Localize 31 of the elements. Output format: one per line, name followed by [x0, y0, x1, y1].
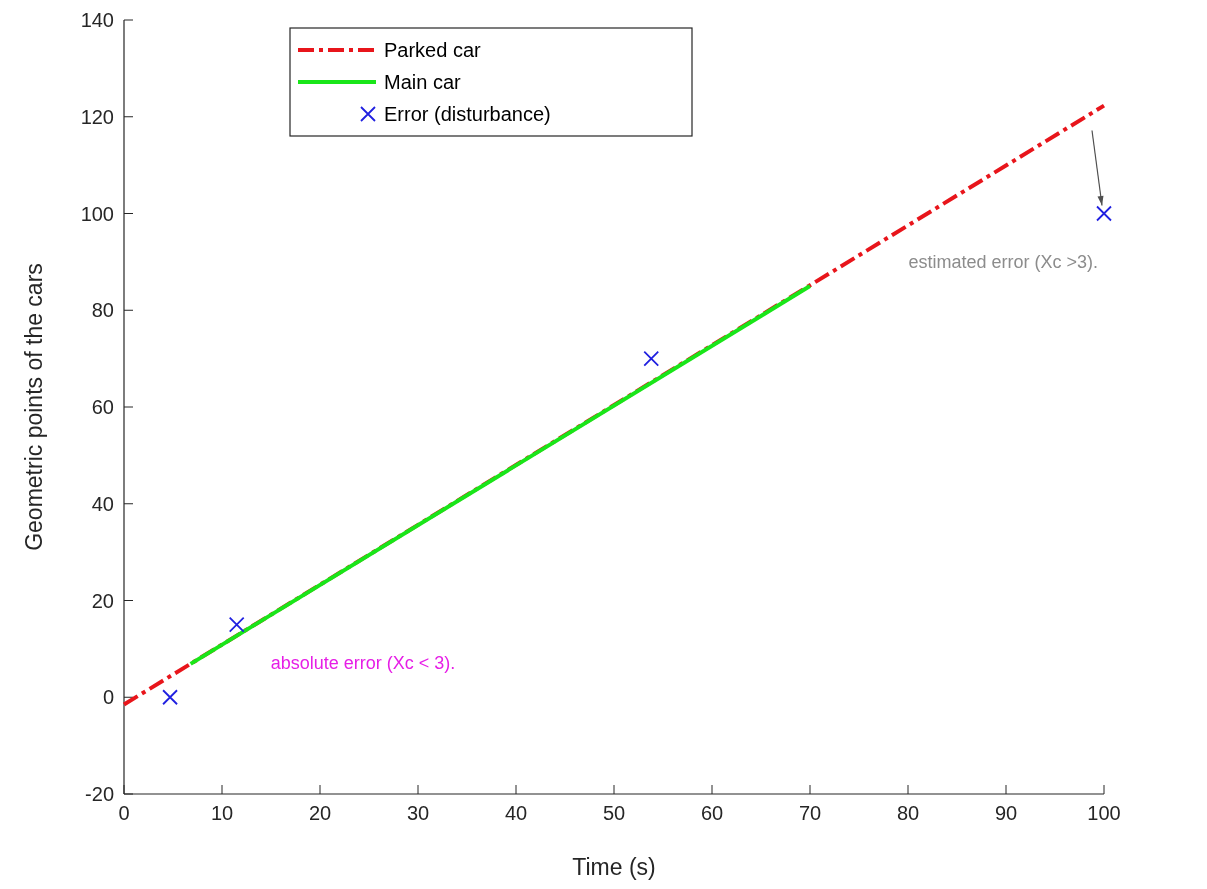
- legend-label: Parked car: [384, 39, 482, 61]
- y-tick-label: 100: [80, 202, 114, 225]
- legend-label: Main car: [384, 71, 462, 93]
- x-tick-label: 20: [308, 802, 332, 824]
- point: [643, 350, 660, 367]
- y-tick-label: 120: [80, 105, 114, 128]
- x-tick-label: 60: [700, 802, 724, 824]
- legend-label: Error (disturbance): [384, 103, 551, 125]
- y-tick-label: 0: [102, 686, 114, 709]
- point: [1096, 205, 1112, 222]
- y-tick-label: 60: [91, 396, 114, 418]
- point: [162, 689, 178, 706]
- x-tick-label: 10: [210, 802, 234, 824]
- point: [228, 616, 245, 633]
- x-tick-label: 90: [994, 802, 1018, 824]
- x-axis-title: Time (s): [572, 854, 656, 880]
- y-tick-label: -20: [85, 783, 114, 805]
- x-tick-label: 70: [798, 802, 822, 824]
- x-tick-label: 0: [118, 802, 130, 824]
- y-tick-label: 20: [91, 589, 114, 612]
- x-tick-label: 80: [896, 802, 920, 824]
- y-tick-label: 140: [80, 9, 114, 31]
- x-tick-label: 30: [406, 802, 430, 824]
- x-tick-label: 50: [602, 802, 626, 824]
- y-tick-label: 80: [91, 299, 114, 322]
- x-tick-label: 40: [504, 802, 528, 824]
- y-tick-label: 40: [91, 492, 114, 515]
- annotation: absolute error (Xc < 3).: [270, 652, 456, 673]
- annotation: estimated error (Xc >3).: [908, 251, 1098, 272]
- y-axis-title: Geometric points of the cars: [21, 263, 47, 551]
- x-tick-label: 100: [1087, 802, 1121, 824]
